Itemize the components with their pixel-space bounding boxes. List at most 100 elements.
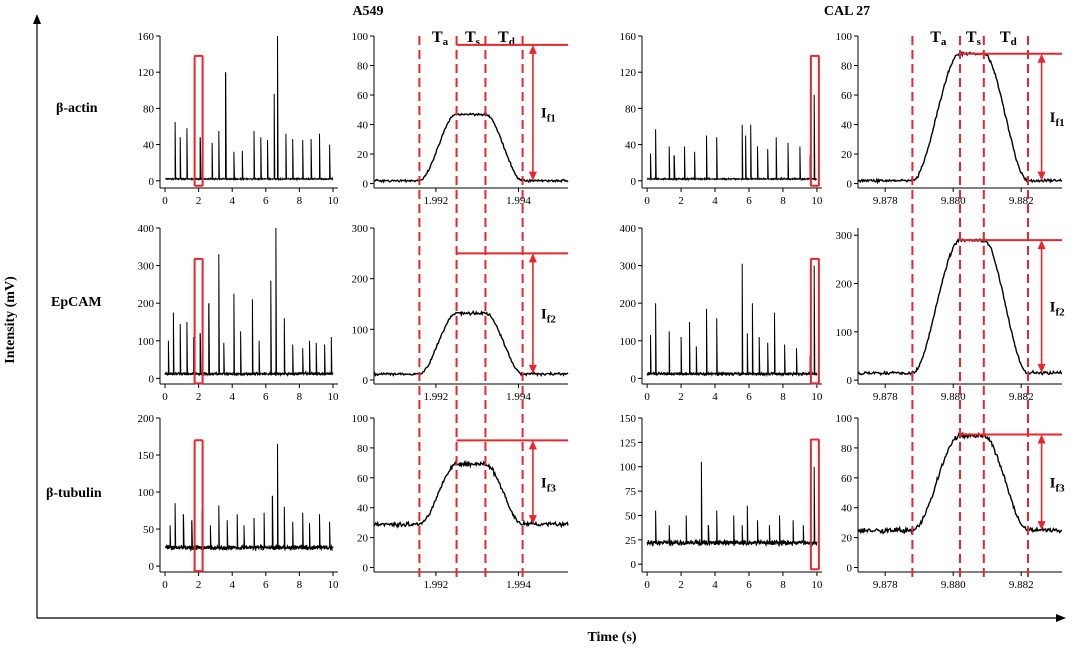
y-tick-label: 0	[149, 176, 155, 188]
phase-label: Td	[1000, 29, 1017, 48]
x-tick-label: 8	[780, 391, 786, 403]
intensity-label-sub: f3	[547, 482, 557, 494]
x-tick-label: 8	[780, 579, 786, 591]
panel-cal27-tubulin-full: 0 25 50 75 100 125 150 0 2 4 6 8 10	[620, 413, 823, 591]
x-tick-label: 2	[678, 579, 684, 591]
intensity-label-sub: f1	[547, 113, 556, 125]
y-tick-label: 200	[620, 298, 637, 310]
y-axis-label: Intensity (mV)	[3, 276, 18, 364]
y-tick-label: 80	[841, 443, 853, 455]
y-tick-label: 150	[138, 450, 155, 462]
trace	[373, 111, 569, 184]
y-tick-label: 200	[138, 298, 155, 310]
intensity-label-sub: f2	[547, 314, 557, 326]
global-y-arrowhead	[33, 14, 41, 24]
intensity-arrow-head-up	[1037, 240, 1046, 250]
trace	[373, 459, 569, 529]
x-tick-label: 1.992	[424, 195, 449, 207]
y-tick-label: 0	[631, 373, 637, 385]
y-tick-label: 100	[836, 31, 853, 43]
y-tick-label: 100	[138, 487, 155, 499]
x-tick-label: 2	[678, 391, 684, 403]
x-axis-label: Time (s)	[587, 630, 636, 645]
phase-label: Ts	[966, 29, 982, 48]
y-tick-label: 40	[625, 140, 637, 152]
trace	[164, 227, 334, 377]
y-tick-label: 0	[847, 563, 853, 575]
y-tick-label: 300	[836, 230, 853, 242]
x-tick-label: 0	[162, 391, 168, 403]
phase-label-sub: s	[476, 36, 481, 48]
x-tick-label: 9.878	[873, 391, 898, 403]
x-tick-label: 10	[811, 391, 823, 403]
y-tick-label: 400	[620, 223, 637, 235]
y-tick-label: 200	[138, 413, 155, 425]
intensity-label-sub: f1	[1055, 117, 1064, 129]
x-tick-label: 8	[780, 195, 786, 207]
y-tick-label: 80	[357, 61, 369, 73]
x-tick-label: 9.878	[873, 579, 898, 591]
x-tick-label: 4	[229, 391, 235, 403]
x-tick-label: 2	[196, 391, 202, 403]
y-tick-label: 100	[620, 462, 637, 474]
y-tick-label: 0	[149, 373, 155, 385]
y-tick-label: 100	[836, 413, 853, 425]
trace	[164, 443, 334, 552]
x-tick-label: 2	[196, 195, 202, 207]
y-tick-label: 25	[625, 535, 637, 547]
intensity-arrow-head-down	[1037, 171, 1046, 181]
x-tick-label: 8	[297, 391, 303, 403]
x-tick-label: 4	[712, 195, 718, 207]
panel-a549-tubulin-full: 0 50 100 150 200 0 2 4 6 8 10	[138, 413, 339, 591]
panel-a549-tubulin-zoom: 0 20 40 60 80 100 1.992 1.994	[352, 413, 569, 591]
title-cal27: CAL 27	[824, 4, 870, 19]
x-tick-label: 1.992	[424, 391, 449, 403]
intensity-label: If1	[1050, 110, 1065, 129]
y-tick-label: 60	[357, 473, 369, 485]
intensity-arrow-head-up	[1037, 53, 1046, 63]
y-tick-label: 0	[363, 563, 369, 575]
x-tick-label: 6	[263, 195, 269, 207]
y-tick-label: 160	[138, 31, 155, 43]
intensity-arrow-head-down	[528, 364, 537, 374]
highlight-box	[193, 54, 204, 187]
y-tick-label: 0	[847, 179, 853, 191]
x-tick-label: 2	[678, 195, 684, 207]
row-label-beta-tubulin: β-tubulin	[46, 486, 102, 501]
y-tick-label: 75	[625, 486, 637, 498]
x-tick-label: 0	[162, 579, 168, 591]
x-tick-label: 0	[644, 391, 650, 403]
intensity-label-sub: f2	[1055, 306, 1065, 318]
x-tick-label: 10	[811, 579, 823, 591]
x-tick-label: 9.882	[1009, 391, 1034, 403]
intensity-label: If2	[541, 307, 557, 326]
y-tick-label: 0	[363, 179, 369, 191]
intensity-label: If3	[1050, 475, 1066, 494]
y-tick-label: 50	[625, 510, 637, 522]
x-tick-label: 10	[327, 391, 339, 403]
intensity-label-sub: f3	[1055, 482, 1065, 494]
y-tick-label: 20	[841, 149, 853, 161]
x-tick-label: 9.882	[1009, 195, 1034, 207]
y-tick-label: 0	[847, 375, 853, 387]
x-tick-label: 9.880	[941, 391, 966, 403]
x-tick-label: 2	[196, 579, 202, 591]
panel-a549-actin-zoom: 0 20 40 60 80 100 1.992 1.994	[352, 31, 569, 207]
y-tick-label: 80	[143, 103, 155, 115]
panel-a549-epcam-full: 0 100 200 300 400 0 2 4 6 8 10	[138, 223, 339, 403]
y-tick-label: 400	[138, 223, 155, 235]
highlight-box	[193, 439, 204, 573]
y-tick-label: 80	[625, 103, 637, 115]
intensity-arrow-head-down	[528, 171, 537, 181]
trace	[646, 263, 818, 378]
phase-label: Ta	[930, 29, 947, 48]
intensity-label: If2	[1050, 299, 1066, 318]
y-tick-label: 300	[620, 261, 637, 273]
y-tick-label: 80	[841, 61, 853, 73]
x-tick-label: 6	[263, 391, 269, 403]
y-tick-label: 40	[841, 120, 853, 132]
x-tick-label: 10	[327, 195, 339, 207]
row-label-beta-actin: β-actin	[56, 101, 98, 116]
x-tick-label: 1.994	[506, 391, 531, 403]
